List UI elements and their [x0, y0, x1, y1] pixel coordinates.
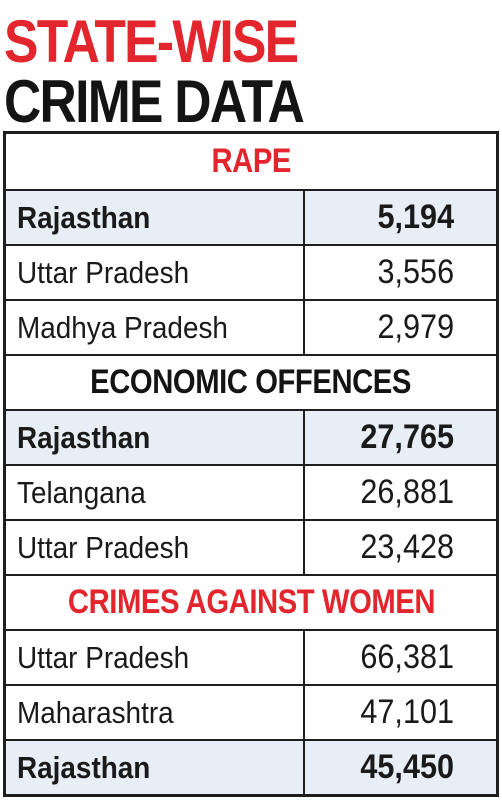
crime-count: 45,450 [360, 748, 454, 786]
crime-count: 26,881 [360, 473, 454, 511]
state-cell: Maharashtra [6, 686, 305, 739]
table-row: Telangana 26,881 [6, 464, 496, 519]
table-row: Uttar Pradesh 23,428 [6, 519, 496, 574]
value-cell: 45,450 [305, 741, 496, 794]
state-name: Telangana [17, 474, 146, 510]
value-cell: 27,765 [305, 411, 496, 464]
state-name: Rajasthan [17, 749, 151, 785]
state-cell: Uttar Pradesh [6, 631, 305, 684]
section-heading: RAPE [6, 134, 496, 189]
crime-data-table: RAPE Rajasthan 5,194 Uttar Pradesh 3,556 Madh… [3, 131, 499, 797]
title-line-1: STATE-WISE [4, 8, 299, 75]
section-heading-text: CRIMES AGAINST WOMEN [67, 583, 435, 621]
section-heading-text: RAPE [211, 142, 291, 180]
section-heading: ECONOMIC OFFENCES [6, 354, 496, 409]
state-name: Uttar Pradesh [17, 254, 190, 290]
value-cell: 5,194 [305, 191, 496, 244]
value-cell: 3,556 [305, 246, 496, 299]
section-heading-text: ECONOMIC OFFENCES [90, 363, 412, 401]
state-cell: Rajasthan [6, 741, 305, 794]
state-name: Uttar Pradesh [17, 639, 190, 675]
state-cell: Rajasthan [6, 411, 305, 464]
crime-count: 2,979 [377, 308, 454, 346]
state-cell: Uttar Pradesh [6, 246, 305, 299]
state-name: Uttar Pradesh [17, 529, 190, 565]
crime-count: 23,428 [360, 528, 454, 566]
table-row: Uttar Pradesh 66,381 [6, 629, 496, 684]
state-name: Rajasthan [17, 419, 151, 455]
state-cell: Telangana [6, 466, 305, 519]
value-cell: 47,101 [305, 686, 496, 739]
value-cell: 66,381 [305, 631, 496, 684]
state-name: Maharashtra [17, 694, 174, 730]
section-heading: CRIMES AGAINST WOMEN [6, 574, 496, 629]
state-name: Rajasthan [17, 199, 151, 235]
crime-count: 3,556 [377, 253, 454, 291]
table-row: Rajasthan 45,450 [6, 739, 496, 794]
crime-count: 27,765 [360, 418, 454, 456]
crime-count: 66,381 [360, 638, 454, 676]
state-cell: Uttar Pradesh [6, 521, 305, 574]
table-row: Maharashtra 47,101 [6, 684, 496, 739]
crime-count: 47,101 [360, 693, 454, 731]
title-line-2: CRIME DATA [4, 68, 305, 135]
crime-count: 5,194 [377, 198, 454, 236]
table-row: Rajasthan 27,765 [6, 409, 496, 464]
value-cell: 26,881 [305, 466, 496, 519]
value-cell: 23,428 [305, 521, 496, 574]
state-cell: Rajasthan [6, 191, 305, 244]
table-row: Madhya Pradesh 2,979 [6, 299, 496, 354]
state-cell: Madhya Pradesh [6, 301, 305, 354]
state-name: Madhya Pradesh [17, 309, 228, 345]
value-cell: 2,979 [305, 301, 496, 354]
table-row: Rajasthan 5,194 [6, 189, 496, 244]
table-row: Uttar Pradesh 3,556 [6, 244, 496, 299]
